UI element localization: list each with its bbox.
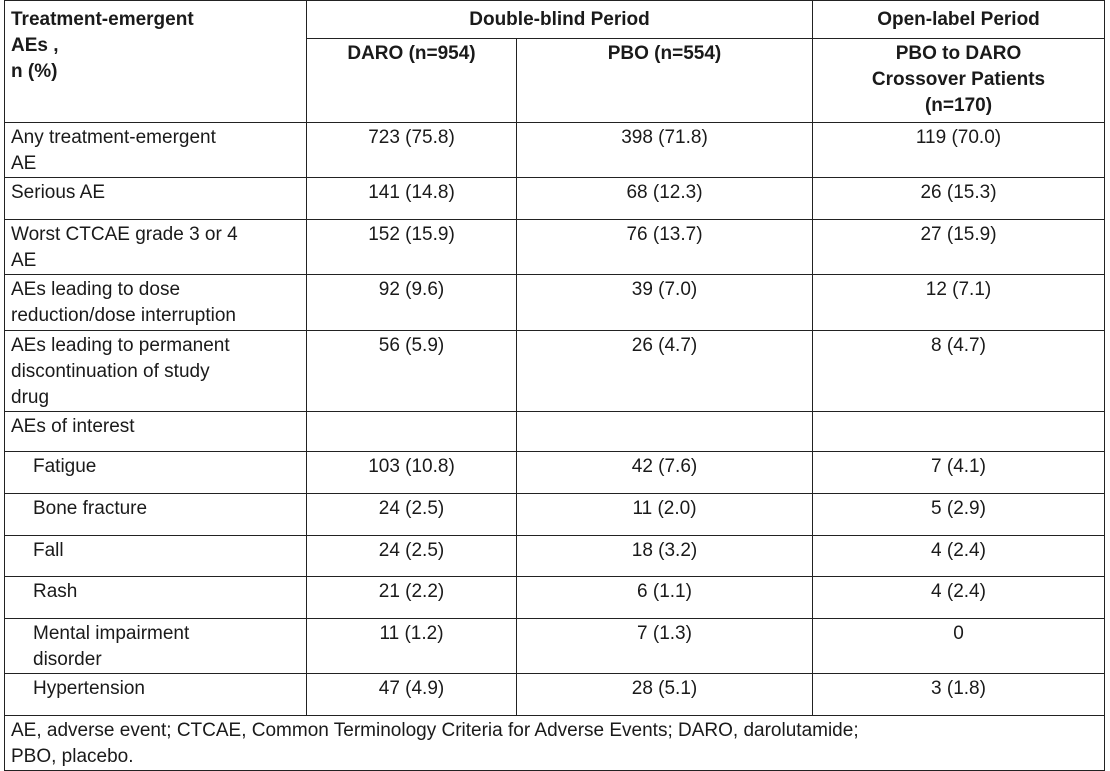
row-label: Hypertension bbox=[4, 673, 307, 716]
table-row: Rash 21 (2.2) 6 (1.1) 4 (2.4) bbox=[4, 576, 1105, 619]
table-row: Fall 24 (2.5) 18 (3.2) 4 (2.4) bbox=[4, 535, 1105, 577]
crossover-value: 26 (15.3) bbox=[812, 177, 1105, 220]
crossover-value: 7 (4.1) bbox=[812, 451, 1105, 494]
row-label: Rash bbox=[4, 576, 307, 619]
table-row: Worst CTCAE grade 3 or 4 AE 152 (15.9) 76 (… bbox=[4, 219, 1105, 275]
daro-value: 21 (2.2) bbox=[306, 576, 517, 619]
footnote-line-2: PBO, placebo. bbox=[11, 746, 134, 767]
footnote-line-1: AE, adverse event; CTCAE, Common Termino… bbox=[11, 720, 859, 741]
row-label-header: Treatment-emergent AEs , n (%) bbox=[4, 0, 307, 123]
row-label: Serious AE bbox=[4, 177, 307, 220]
pbo-value: 398 (71.8) bbox=[516, 122, 813, 178]
table-body: Any treatment-emergent AE 723 (75.8) 398 (7… bbox=[4, 122, 1105, 716]
pbo-value: 76 (13.7) bbox=[516, 219, 813, 275]
row-label-line: Bone fracture bbox=[33, 498, 148, 519]
row-label: Any treatment-emergent AE bbox=[4, 122, 307, 178]
pbo-value: 28 (5.1) bbox=[516, 673, 813, 716]
daro-value: 24 (2.5) bbox=[306, 535, 517, 577]
row-label-header-line-1: Treatment-emergent bbox=[11, 9, 194, 30]
table-row: Bone fracture 24 (2.5) 11 (2.0) 5 (2.9) bbox=[4, 493, 1105, 536]
daro-value: 56 (5.9) bbox=[306, 330, 517, 412]
daro-value: 103 (10.8) bbox=[306, 451, 517, 494]
footnote: AE, adverse event; CTCAE, Common Termino… bbox=[4, 715, 1105, 771]
row-label-header-line-2: AEs , bbox=[11, 35, 59, 56]
pbo-value: 39 (7.0) bbox=[516, 274, 813, 331]
crossover-value: 0 bbox=[812, 618, 1105, 674]
row-label-line: AEs of interest bbox=[11, 416, 135, 437]
row-label-header-line-3: n (%) bbox=[11, 61, 58, 82]
crossover-header-line-1: PBO to DARO bbox=[895, 43, 1022, 64]
table-row: Mental impairment disorder 11 (1.2) 7 (1.3)… bbox=[4, 618, 1105, 674]
header-row-sub: DARO (n=954) PBO (n=554) PBO to DARO Cro… bbox=[5, 38, 1105, 123]
crossover-value: 4 (2.4) bbox=[812, 535, 1105, 577]
daro-value: 152 (15.9) bbox=[306, 219, 517, 275]
daro-value: 11 (1.2) bbox=[306, 618, 517, 674]
row-label-line: Fatigue bbox=[33, 456, 97, 477]
table-row: AEs leading to dose reduction/dose interr… bbox=[4, 274, 1105, 331]
row-label-line: AE bbox=[11, 250, 37, 271]
row-label-line: AEs leading to permanent bbox=[11, 335, 230, 356]
table-row: AEs of interest bbox=[4, 411, 1105, 452]
daro-value: 47 (4.9) bbox=[306, 673, 517, 716]
table-row: Hypertension 47 (4.9) 28 (5.1) 3 (1.8) bbox=[4, 673, 1105, 716]
row-label-line: Rash bbox=[33, 581, 78, 602]
row-label: AEs leading to dose reduction/dose interr… bbox=[4, 274, 307, 331]
row-label-line: drug bbox=[11, 387, 50, 408]
pbo-value: 7 (1.3) bbox=[516, 618, 813, 674]
pbo-value: 26 (4.7) bbox=[516, 330, 813, 412]
crossover-value: 4 (2.4) bbox=[812, 576, 1105, 619]
pbo-value bbox=[516, 411, 813, 452]
crossover-value: 119 (70.0) bbox=[812, 122, 1105, 178]
crossover-value: 3 (1.8) bbox=[812, 673, 1105, 716]
row-label-line: Any treatment-emergent bbox=[11, 127, 216, 148]
open-label-header: Open-label Period bbox=[812, 0, 1105, 39]
row-label-line: AEs leading to dose bbox=[11, 279, 181, 300]
daro-value: 92 (9.6) bbox=[306, 274, 517, 331]
row-label-line: discontinuation of study bbox=[11, 361, 210, 382]
crossover-header-line-3: (n=170) bbox=[924, 95, 993, 116]
row-label-line: Hypertension bbox=[33, 678, 145, 699]
row-label: Mental impairment disorder bbox=[4, 618, 307, 674]
row-label-line: Mental impairment bbox=[33, 623, 190, 644]
footnote-row: AE, adverse event; CTCAE, Common Termino… bbox=[4, 715, 1105, 771]
row-label: Bone fracture bbox=[4, 493, 307, 536]
pbo-value: 42 (7.6) bbox=[516, 451, 813, 494]
pbo-value: 6 (1.1) bbox=[516, 576, 813, 619]
row-label-line: AE bbox=[11, 153, 37, 174]
crossover-header-line-2: Crossover Patients bbox=[871, 69, 1046, 90]
crossover-value: 5 (2.9) bbox=[812, 493, 1105, 536]
header-row-top: Treatment-emergent AEs , n (%) Double-bl… bbox=[4, 0, 1105, 123]
double-blind-header: Double-blind Period bbox=[306, 0, 813, 39]
pbo-value: 11 (2.0) bbox=[516, 493, 813, 536]
row-label-line: disorder bbox=[33, 649, 102, 670]
row-label-line: Serious AE bbox=[11, 182, 105, 203]
row-label: AEs of interest bbox=[4, 411, 307, 452]
crossover-value: 12 (7.1) bbox=[812, 274, 1105, 331]
row-label-line: Worst CTCAE grade 3 or 4 bbox=[11, 224, 238, 245]
table-row: Any treatment-emergent AE 723 (75.8) 398 (7… bbox=[4, 122, 1105, 178]
daro-value: 141 (14.8) bbox=[306, 177, 517, 220]
row-label: Fatigue bbox=[4, 451, 307, 494]
crossover-value bbox=[812, 411, 1105, 452]
table-row: AEs leading to permanent discontinuation … bbox=[4, 330, 1105, 412]
daro-value bbox=[306, 411, 517, 452]
adverse-events-table: Treatment-emergent AEs , n (%) Double-bl… bbox=[4, 0, 1105, 771]
daro-value: 723 (75.8) bbox=[306, 122, 517, 178]
daro-header: DARO (n=954) bbox=[306, 38, 517, 123]
pbo-value: 18 (3.2) bbox=[516, 535, 813, 577]
crossover-value: 8 (4.7) bbox=[812, 330, 1105, 412]
daro-value: 24 (2.5) bbox=[306, 493, 517, 536]
table-row: Serious AE 141 (14.8) 68 (12.3) 26 (15.3) bbox=[4, 177, 1105, 220]
row-label: Fall bbox=[4, 535, 307, 577]
pbo-value: 68 (12.3) bbox=[516, 177, 813, 220]
row-label-line: Fall bbox=[33, 540, 64, 561]
row-label: Worst CTCAE grade 3 or 4 AE bbox=[4, 219, 307, 275]
row-label-line: reduction/dose interruption bbox=[11, 305, 236, 326]
crossover-value: 27 (15.9) bbox=[812, 219, 1105, 275]
pbo-header: PBO (n=554) bbox=[516, 38, 813, 123]
table-row: Fatigue 103 (10.8) 42 (7.6) 7 (4.1) bbox=[4, 451, 1105, 494]
row-label: AEs leading to permanent discontinuation … bbox=[4, 330, 307, 412]
crossover-header: PBO to DARO Crossover Patients (n=170) bbox=[812, 38, 1105, 123]
